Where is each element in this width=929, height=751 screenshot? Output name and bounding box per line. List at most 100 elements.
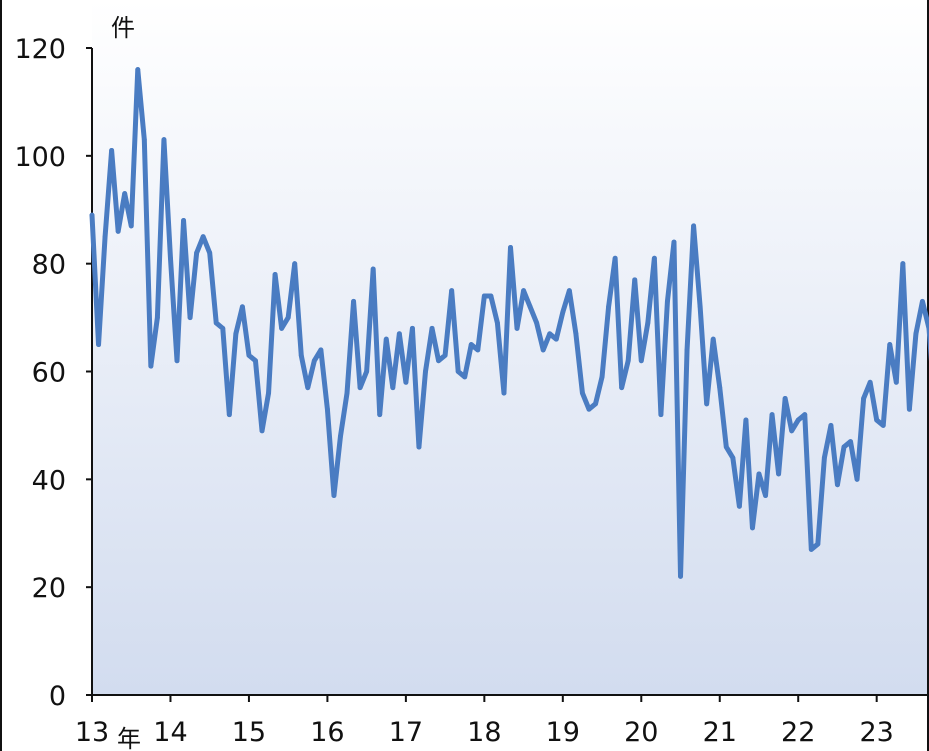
data-point: [168, 255, 173, 261]
x-tick-label: 21: [703, 717, 737, 748]
data-point: [331, 493, 337, 498]
y-tick-label: 0: [49, 681, 66, 712]
data-point: [704, 401, 710, 407]
data-point: [730, 455, 736, 461]
data-point: [566, 288, 572, 294]
data-point: [442, 352, 448, 358]
data-point: [723, 444, 729, 450]
data-point: [187, 315, 193, 320]
data-point: [691, 223, 696, 229]
x-axis-ticks: 13 14 15 16 17 18 19 20 21 22 23: [75, 695, 894, 748]
data-point: [880, 423, 886, 428]
data-point: [455, 369, 461, 374]
data-point: [906, 406, 912, 412]
data-point: [253, 358, 258, 364]
data-point: [246, 352, 252, 358]
data-point: [651, 255, 657, 261]
data-point: [678, 573, 683, 579]
data-point: [900, 261, 906, 267]
data-point: [841, 444, 847, 450]
data-point: [338, 433, 343, 439]
data-point: [174, 358, 180, 364]
data-point: [488, 293, 494, 299]
data-point: [854, 476, 860, 482]
data-point: [436, 358, 441, 364]
data-point: [540, 347, 546, 353]
data-point: [318, 347, 324, 353]
data-point: [750, 525, 755, 531]
data-point: [625, 358, 631, 364]
data-point: [220, 325, 226, 331]
data-point: [619, 385, 625, 391]
data-point: [743, 417, 749, 423]
data-point: [926, 325, 929, 331]
data-point: [96, 342, 101, 347]
data-point: [325, 406, 330, 412]
data-point: [612, 255, 618, 261]
data-point: [560, 309, 566, 315]
x-tick-label: 22: [781, 717, 815, 748]
data-point: [161, 137, 167, 143]
data-point: [259, 428, 265, 434]
data-point: [776, 471, 782, 477]
data-point: [580, 390, 585, 396]
data-point: [233, 331, 239, 337]
data-point: [508, 245, 513, 250]
data-point: [194, 250, 200, 256]
y-tick-label: 120: [14, 34, 66, 65]
data-point: [828, 423, 834, 428]
data-point: [835, 482, 840, 488]
x-tick-label: 20: [624, 717, 658, 748]
data-point: [684, 347, 690, 353]
data-point: [874, 417, 880, 423]
data-point: [756, 471, 762, 477]
data-point: [298, 352, 304, 358]
x-unit-label: 年: [117, 725, 141, 751]
data-point: [115, 228, 121, 234]
y-tick-label: 80: [32, 250, 66, 281]
data-point: [821, 455, 827, 461]
data-point: [861, 396, 867, 401]
data-point: [645, 320, 651, 326]
data-point: [200, 234, 206, 240]
data-point: [769, 412, 775, 418]
data-point: [396, 331, 402, 337]
data-point: [658, 412, 664, 418]
x-tick-label: 23: [860, 717, 894, 748]
data-point: [148, 363, 154, 369]
data-point: [867, 379, 873, 385]
x-tick-label: 15: [232, 717, 266, 748]
data-point: [638, 358, 644, 364]
data-point: [717, 385, 723, 391]
data-points: [89, 67, 929, 579]
data-point: [292, 261, 298, 267]
data-point: [573, 331, 579, 337]
data-point: [226, 412, 232, 418]
data-point: [390, 385, 396, 391]
data-point: [789, 428, 795, 434]
data-point: [344, 390, 350, 396]
data-point: [547, 331, 553, 337]
data-point: [599, 374, 605, 380]
y-axis-ticks: 0 20 40 60 80 100 120: [14, 34, 92, 712]
data-point: [377, 412, 383, 418]
data-point: [213, 320, 219, 326]
data-point: [109, 148, 115, 153]
data-point: [364, 369, 370, 374]
data-point: [763, 493, 768, 498]
data-point: [501, 390, 507, 396]
data-point: [423, 369, 428, 374]
y-unit-label: 件: [111, 14, 135, 42]
data-point: [357, 385, 363, 391]
data-point: [89, 212, 95, 218]
data-point: [468, 342, 474, 347]
data-point: [665, 299, 670, 304]
data-point: [586, 406, 592, 412]
data-point: [416, 444, 422, 450]
data-point: [495, 320, 500, 326]
data-point: [514, 325, 520, 331]
data-point: [671, 239, 677, 245]
data-point: [527, 304, 533, 310]
data-point: [135, 67, 141, 72]
